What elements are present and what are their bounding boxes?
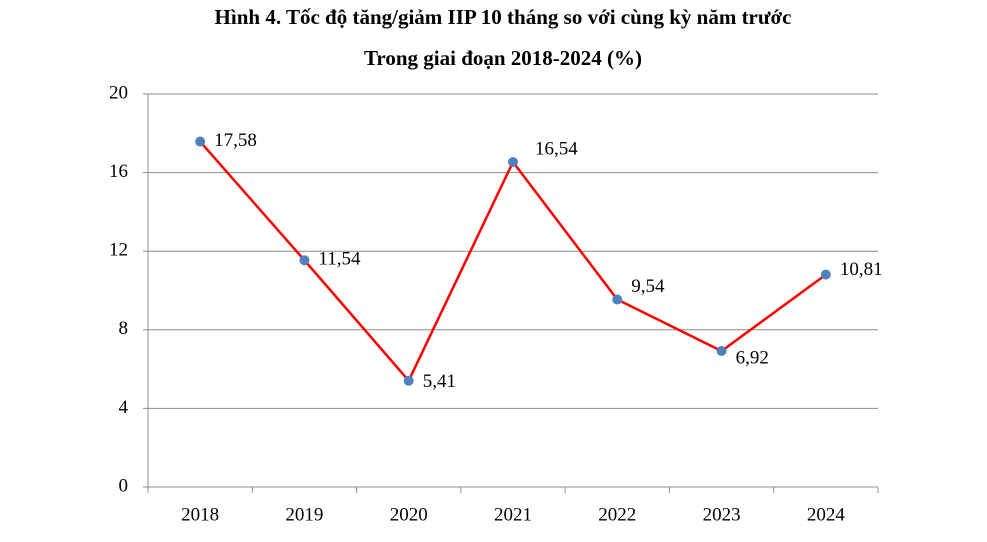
data-label: 10,81 xyxy=(840,259,883,280)
chart-subtitle: Trong giai đoạn 2018-2024 (%) xyxy=(364,46,642,70)
data-point xyxy=(508,156,518,167)
y-tick-label: 12 xyxy=(109,240,128,261)
y-tick-label: 20 xyxy=(109,82,128,103)
data-point xyxy=(299,255,310,266)
data-label: 6,92 xyxy=(736,347,769,368)
x-tick-label: 2024 xyxy=(807,504,846,525)
y-tick-label: 8 xyxy=(119,318,129,339)
data-label: 9,54 xyxy=(631,276,665,297)
data-point xyxy=(716,346,727,357)
data-label: 16,54 xyxy=(535,138,578,159)
data-label: 11,54 xyxy=(318,249,361,270)
x-tick-label: 2019 xyxy=(285,504,323,525)
x-tick-label: 2022 xyxy=(598,504,636,525)
data-point xyxy=(195,136,206,147)
y-tick-label: 16 xyxy=(109,161,128,182)
y-tick-label: 4 xyxy=(119,397,129,418)
data-point xyxy=(612,294,623,305)
data-label: 5,41 xyxy=(423,371,456,392)
x-tick-label: 2021 xyxy=(494,504,532,525)
series-line xyxy=(199,140,827,383)
data-point xyxy=(403,375,414,386)
data-label: 17,58 xyxy=(214,130,257,151)
data-point xyxy=(820,269,831,280)
chart-title: Hình 4. Tốc độ tăng/giảm IIP 10 tháng so… xyxy=(215,5,792,29)
y-tick-label: 0 xyxy=(119,475,129,496)
x-tick-label: 2023 xyxy=(703,504,741,525)
x-tick-label: 2018 xyxy=(181,504,219,525)
x-tick-label: 2020 xyxy=(390,504,428,525)
